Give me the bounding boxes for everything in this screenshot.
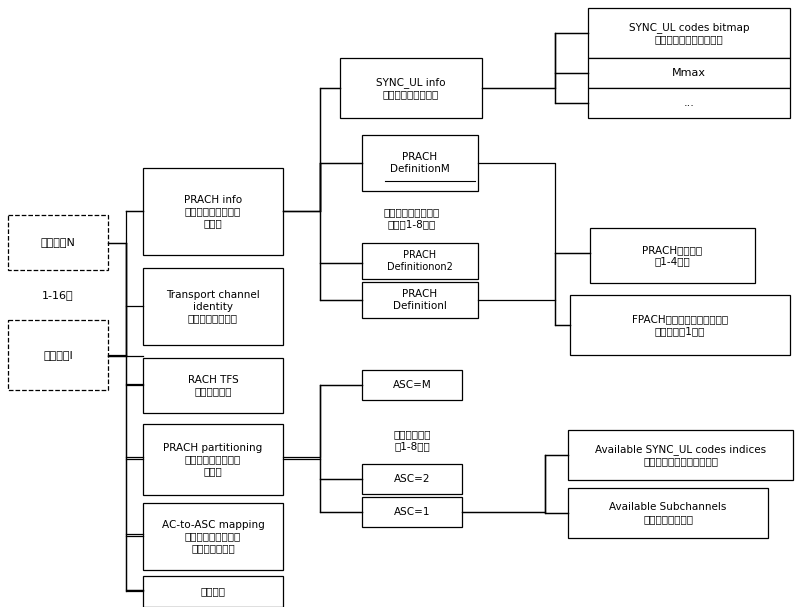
Bar [362,243,478,279]
Text: Available SYNC_UL codes indices
（可用的上行同步码索引）: Available SYNC_UL codes indices （可用的上行同步… [595,444,766,466]
Text: SYNC_UL codes bitmap
（上行同步码比特映射）: SYNC_UL codes bitmap （上行同步码比特映射） [629,22,750,44]
Text: 配置实例I: 配置实例I [43,350,73,360]
Text: 其它信息: 其它信息 [201,586,226,597]
Text: ...: ... [683,98,694,108]
Bar [568,430,793,480]
Text: ASC=M: ASC=M [393,380,431,390]
Bar [568,488,768,538]
Text: FPACH（快速物理接入信道）
信道描述（1条）: FPACH（快速物理接入信道） 信道描述（1条） [632,314,728,336]
Bar [143,503,283,570]
Bar [8,320,108,390]
Text: PRACH
Definitionl: PRACH Definitionl [393,289,447,311]
Bar [143,358,283,413]
Text: Transport channel
identity
（传输信道识别）: Transport channel identity （传输信道识别） [166,290,260,323]
Bar [8,215,108,270]
Text: PRACH
DefinitionM: PRACH DefinitionM [390,152,450,174]
Bar [588,88,790,118]
Bar [362,135,478,191]
Bar [588,8,790,58]
Text: RACH TFS
（传输格式）: RACH TFS （传输格式） [188,375,238,396]
Text: ASC=2: ASC=2 [394,474,430,484]
Text: AC-to-ASC mapping
（接入类别和接入业
务类别的映射）: AC-to-ASC mapping （接入类别和接入业 务类别的映射） [162,520,264,553]
Bar [143,424,283,495]
Bar [590,228,755,283]
Text: 配置实例N: 配置实例N [41,237,75,248]
Text: PRACH partitioning
（随机接入物理信道
分割）: PRACH partitioning （随机接入物理信道 分割） [163,443,262,476]
Text: 接入业务类别
（1-8个）: 接入业务类别 （1-8个） [394,429,430,451]
Text: ASC=1: ASC=1 [394,507,430,517]
Text: Mmax: Mmax [672,68,706,78]
Bar [340,58,482,118]
Bar [143,576,283,607]
Bar [588,58,790,88]
Bar [143,168,283,255]
Text: 随机接入物理信道组
定义（1-8组）: 随机接入物理信道组 定义（1-8组） [384,207,440,229]
Bar [362,497,462,527]
Text: PRACH
Definitionon2: PRACH Definitionon2 [387,250,453,272]
Text: PRACH info
（随机接入物理信道
信息）: PRACH info （随机接入物理信道 信息） [184,195,242,228]
Bar [362,282,478,318]
Text: Available Subchannels
（可用的子信道）: Available Subchannels （可用的子信道） [610,502,726,524]
Bar [570,295,790,355]
Bar [362,464,462,494]
Text: 1-16个: 1-16个 [42,290,74,300]
Bar [143,268,283,345]
Text: SYNC_UL info
（上行同步码信息）: SYNC_UL info （上行同步码信息） [376,76,446,100]
Bar [362,370,462,400]
Text: PRACH信道描述
（1-4条）: PRACH信道描述 （1-4条） [642,245,702,266]
